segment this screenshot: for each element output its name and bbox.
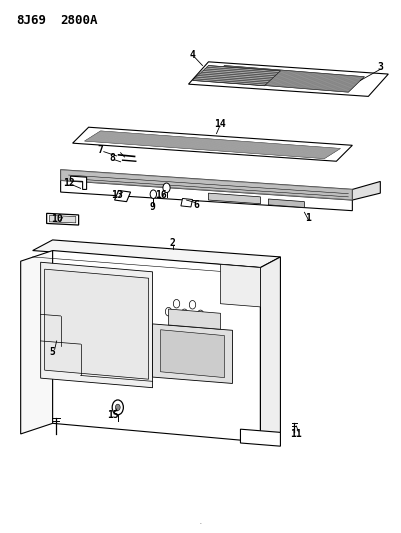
Text: 2: 2 <box>170 238 176 247</box>
Polygon shape <box>221 264 260 307</box>
Polygon shape <box>49 215 76 223</box>
Polygon shape <box>241 429 280 446</box>
Circle shape <box>163 183 170 192</box>
Text: 9: 9 <box>150 202 156 212</box>
Polygon shape <box>209 193 260 204</box>
Polygon shape <box>71 176 87 189</box>
Circle shape <box>112 400 124 415</box>
Text: 16: 16 <box>155 190 166 200</box>
Text: .: . <box>198 515 203 526</box>
Text: 15: 15 <box>107 410 118 421</box>
Polygon shape <box>260 257 280 442</box>
Polygon shape <box>115 190 131 201</box>
Polygon shape <box>352 181 380 200</box>
Polygon shape <box>32 240 280 268</box>
Polygon shape <box>21 251 53 434</box>
Text: 1: 1 <box>306 213 311 223</box>
Polygon shape <box>45 269 148 379</box>
Text: 3: 3 <box>377 62 383 72</box>
Polygon shape <box>53 251 260 442</box>
Text: 4: 4 <box>190 50 195 60</box>
Polygon shape <box>61 180 352 211</box>
Polygon shape <box>268 199 304 207</box>
Circle shape <box>115 404 120 410</box>
Text: 2800A: 2800A <box>61 14 98 27</box>
Polygon shape <box>73 127 352 161</box>
Polygon shape <box>188 62 388 96</box>
Polygon shape <box>181 198 192 207</box>
Polygon shape <box>85 131 340 159</box>
Text: 10: 10 <box>51 214 63 224</box>
Polygon shape <box>160 330 225 377</box>
Text: 5: 5 <box>50 346 56 357</box>
Text: 8: 8 <box>109 152 115 163</box>
Polygon shape <box>152 324 233 383</box>
Polygon shape <box>168 309 221 329</box>
Polygon shape <box>47 213 79 225</box>
Circle shape <box>150 190 156 198</box>
Text: 12: 12 <box>63 177 75 188</box>
Polygon shape <box>209 66 365 92</box>
Text: 6: 6 <box>194 200 199 210</box>
Polygon shape <box>192 66 280 86</box>
Polygon shape <box>41 262 152 387</box>
Text: 11: 11 <box>291 429 302 439</box>
Text: 13: 13 <box>111 190 122 200</box>
Text: 14: 14 <box>215 119 226 129</box>
Polygon shape <box>61 169 352 200</box>
Text: 8J69: 8J69 <box>17 14 47 27</box>
Text: 7: 7 <box>98 144 103 155</box>
